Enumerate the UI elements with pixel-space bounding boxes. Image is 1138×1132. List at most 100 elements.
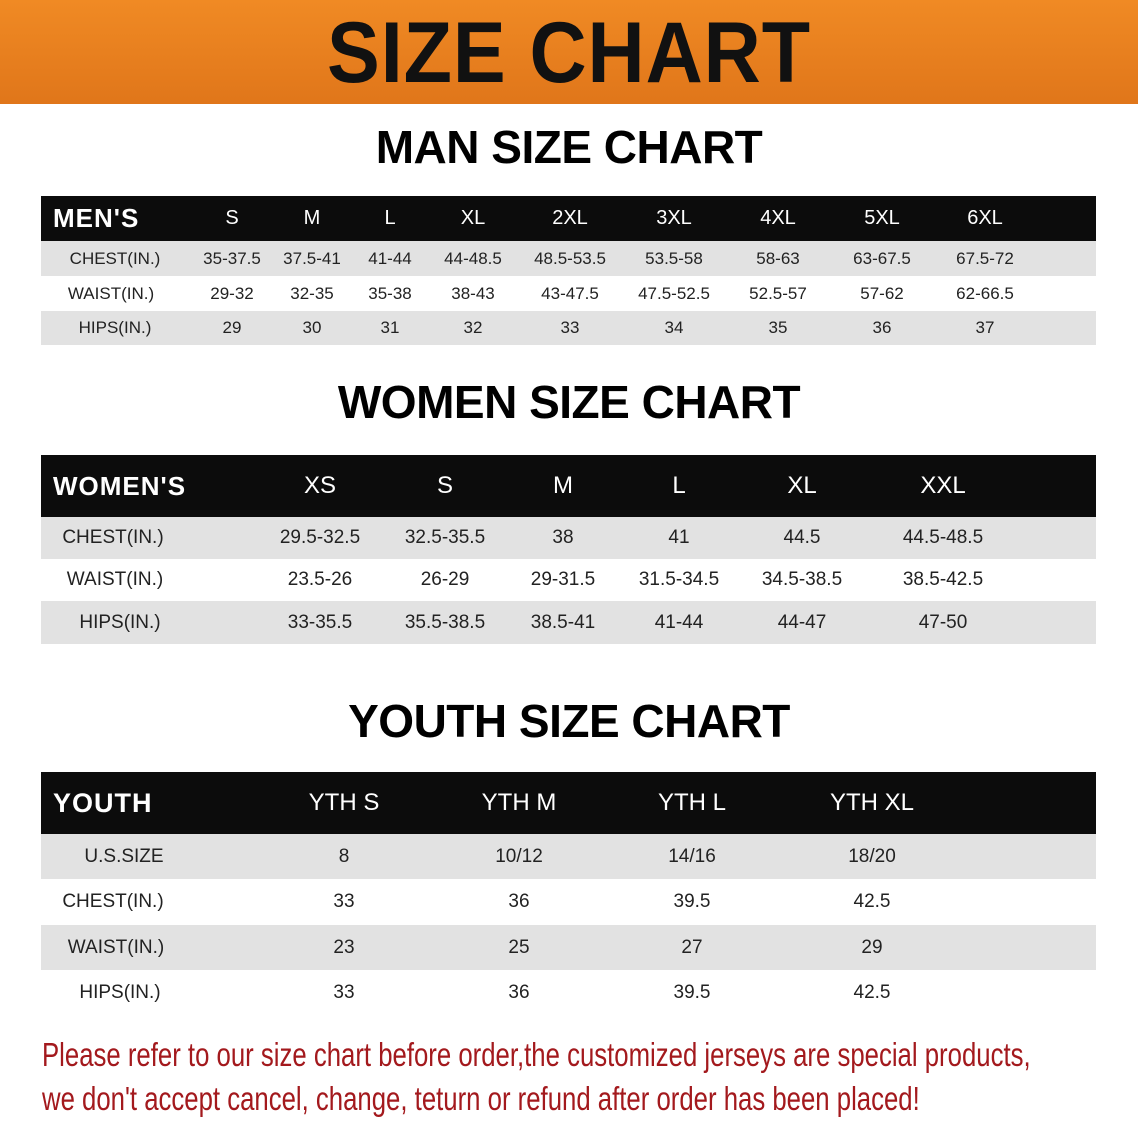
row-label: HIPS(IN.) <box>78 318 152 337</box>
row-label: WAIST(IN.) <box>67 283 155 303</box>
table-cell: 37.5-41 <box>283 248 341 268</box>
table-cell: 34 <box>664 318 684 337</box>
size-header-3xl: 3XL <box>656 207 692 229</box>
table-cell: 8 <box>338 845 350 867</box>
table-cell: 63-67.5 <box>853 248 911 268</box>
men-section-title: MAN SIZE CHART <box>375 121 763 173</box>
table-cell: 36 <box>508 891 530 912</box>
row-label: WAIST(IN.) <box>66 569 164 590</box>
table-cell: 47-50 <box>918 611 968 633</box>
table-cell: 33 <box>560 318 580 337</box>
women-row-hipsin: HIPS(IN.) 33-35.5 35.5-38.5 38.5-41 41-44 44-… <box>41 601 1096 644</box>
size-header-yth-l: YTH L <box>657 789 727 816</box>
table-cell: 38.5-41 <box>530 611 596 633</box>
men-corner-label: MEN'S <box>53 203 140 233</box>
table-cell: 35 <box>768 318 788 337</box>
table-cell: 26-29 <box>420 569 470 590</box>
row-label: U.S.SIZE <box>84 845 164 867</box>
table-cell: 34.5-38.5 <box>761 569 843 590</box>
youth-row-waistin: WAIST(IN.) 23 25 27 29 <box>41 925 1096 970</box>
men-header-row: MEN'S S M L XL 2XL 3XL 4XL 5XL 6XL <box>41 196 1096 241</box>
table-cell: 44-47 <box>777 611 827 633</box>
row-label: CHEST(IN.) <box>69 248 161 268</box>
table-cell: 53.5-58 <box>645 248 703 268</box>
women-row-waistin: WAIST(IN.) 23.5-26 26-29 29-31.5 31.5-34.5 34… <box>41 559 1096 601</box>
table-cell: 42.5 <box>853 981 891 1003</box>
table-cell: 25 <box>508 936 530 958</box>
men-row-waistin: WAIST(IN.) 29-32 32-35 35-38 38-43 43-47.5 47.… <box>41 276 1096 311</box>
table-cell: 41-44 <box>368 248 412 268</box>
women-corner-label: WOMEN'S <box>53 470 187 501</box>
youth-row-chestin: CHEST(IN.) 33 36 39.5 42.5 <box>41 879 1096 925</box>
size-header-s: S <box>225 207 239 229</box>
table-cell: 39.5 <box>673 981 711 1003</box>
table-cell: 31 <box>380 318 400 337</box>
table-cell: 29 <box>861 936 883 958</box>
table-cell: 33-35.5 <box>287 611 353 633</box>
table-cell: 47.5-52.5 <box>638 283 710 303</box>
row-label: CHEST(IN.) <box>62 527 164 548</box>
table-cell: 44.5-48.5 <box>902 527 984 548</box>
women-row-chestin: CHEST(IN.) 29.5-32.5 32.5-35.5 38 41 44.5 44.5… <box>41 517 1096 559</box>
size-header-xl: XL <box>787 472 817 499</box>
table-cell: 36 <box>872 318 892 337</box>
table-cell: 32.5-35.5 <box>404 527 486 548</box>
men-row-hipsin: HIPS(IN.) 29 30 31 32 33 34 35 36 37 <box>41 311 1096 345</box>
women-section-title: WOMEN SIZE CHART <box>337 376 801 428</box>
table-cell: 38 <box>552 527 574 548</box>
row-label: HIPS(IN.) <box>79 981 161 1003</box>
table-cell: 67.5-72 <box>956 248 1014 268</box>
table-cell: 37 <box>975 318 995 337</box>
table-cell: 43-47.5 <box>541 283 599 303</box>
notice-line-2: we don't accept cancel, change, teturn o… <box>42 1080 920 1117</box>
table-cell: 48.5-53.5 <box>534 248 606 268</box>
youth-row-hipsin: HIPS(IN.) 33 36 39.5 42.5 <box>41 970 1096 1015</box>
table-cell: 35.5-38.5 <box>404 611 486 633</box>
table-cell: 18/20 <box>848 845 896 867</box>
row-label: HIPS(IN.) <box>79 611 161 633</box>
size-header-yth-m: YTH M <box>481 789 557 816</box>
table-cell: 32 <box>463 318 483 337</box>
table-cell: 14/16 <box>668 845 716 867</box>
men-size-table: MEN'S S M L XL 2XL 3XL 4XL 5XL 6XL CHEST(IN.) 35-37… <box>41 196 1096 345</box>
youth-size-table: YOUTH YTH S YTH M YTH L YTH XL U.S.SIZE 8 10/12… <box>41 772 1096 1015</box>
size-header-xs: XS <box>303 472 337 499</box>
size-header-2xl: 2XL <box>552 207 588 229</box>
table-cell: 44.5 <box>783 527 821 548</box>
size-header-l: L <box>384 207 396 229</box>
banner-title: SIZE CHART <box>327 5 811 101</box>
size-header-4xl: 4XL <box>760 207 796 229</box>
size-header-5xl: 5XL <box>864 207 900 229</box>
table-cell: 29.5-32.5 <box>279 527 361 548</box>
notice-line-1: Please refer to our size chart before or… <box>42 1036 1031 1073</box>
table-cell: 38-43 <box>451 283 495 303</box>
size-header-l: L <box>672 472 686 499</box>
table-cell: 58-63 <box>756 248 800 268</box>
table-cell: 32-35 <box>290 283 334 303</box>
banner: SIZE CHART <box>0 0 1138 104</box>
table-cell: 33 <box>333 891 355 912</box>
women-header-row: WOMEN'S XS S M L XL XXL <box>41 455 1096 517</box>
table-cell: 41-44 <box>654 611 704 633</box>
table-cell: 52.5-57 <box>749 283 807 303</box>
table-cell: 35-38 <box>368 283 412 303</box>
table-cell: 39.5 <box>673 891 711 912</box>
youth-corner-label: YOUTH <box>53 787 153 818</box>
table-cell: 23 <box>333 936 355 958</box>
size-header-6xl: 6XL <box>967 207 1003 229</box>
size-header-s: S <box>436 472 454 499</box>
row-label: WAIST(IN.) <box>67 936 165 958</box>
table-cell: 27 <box>681 936 703 958</box>
youth-header-row: YOUTH YTH S YTH M YTH L YTH XL <box>41 772 1096 834</box>
size-header-m: M <box>553 472 573 499</box>
table-cell: 29-32 <box>210 283 254 303</box>
size-header-xxl: XXL <box>920 472 966 499</box>
table-cell: 38.5-42.5 <box>902 569 984 590</box>
table-cell: 23.5-26 <box>287 569 353 590</box>
table-cell: 33 <box>333 981 355 1003</box>
size-header-xl: XL <box>460 207 486 229</box>
table-cell: 29 <box>222 318 242 337</box>
table-cell: 41 <box>668 527 690 548</box>
youth-row-ussize: U.S.SIZE 8 10/12 14/16 18/20 <box>41 834 1096 879</box>
